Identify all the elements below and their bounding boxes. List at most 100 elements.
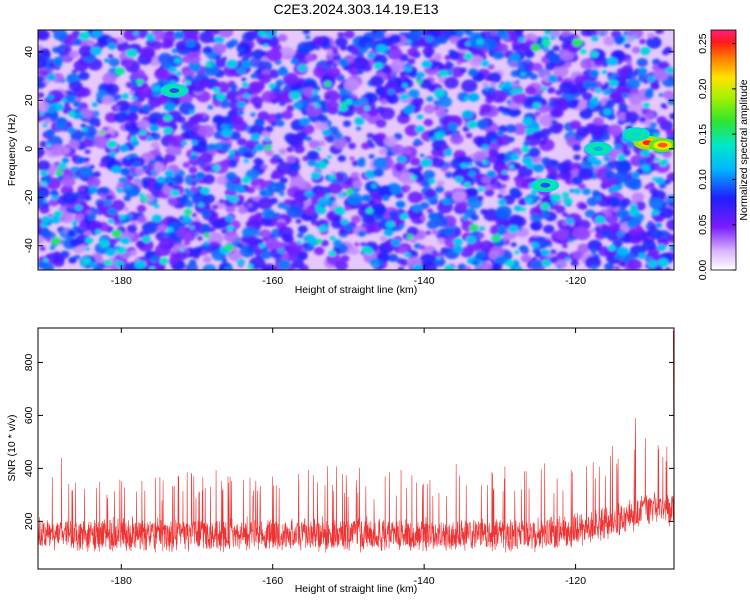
heatmap-cell <box>78 186 86 193</box>
heatmap-cell <box>572 144 582 152</box>
heatmap-cell <box>376 44 387 53</box>
heatmap-cell <box>525 58 531 63</box>
heatmap-cell <box>547 53 561 64</box>
heatmap-cell <box>157 52 173 65</box>
heatmap-cell <box>508 225 519 234</box>
heatmap-cell <box>302 30 310 35</box>
heatmap-cell <box>167 182 174 187</box>
heatmap-cell <box>246 235 260 247</box>
heatmap-cell <box>236 258 246 266</box>
heatmap-cell <box>39 205 50 214</box>
heatmap-cell <box>647 260 658 268</box>
heatmap-cell <box>188 116 200 126</box>
heatmap-cell <box>254 212 264 219</box>
heatmap-cell <box>250 112 256 117</box>
heatmap-cell <box>364 41 374 49</box>
heatmap-cell <box>62 191 78 205</box>
heatmap-cell <box>603 36 615 46</box>
heatmap-cell <box>38 235 45 244</box>
heatmap-cell <box>171 48 178 54</box>
heatmap-cell <box>562 192 570 198</box>
heatmap-cell <box>257 111 270 121</box>
heatmap-cell <box>616 112 628 121</box>
heatmap-cell <box>102 95 114 105</box>
heatmap-cell <box>485 97 494 104</box>
heatmap-cell <box>95 229 102 235</box>
y-tick-label: 0 <box>23 146 35 152</box>
heatmap-cell <box>367 52 376 59</box>
heatmap-cell <box>278 46 295 60</box>
heatmap-cell <box>368 154 375 159</box>
heatmap-cell <box>264 125 274 133</box>
heatmap-cell <box>304 54 315 62</box>
heatmap-cell <box>606 72 613 77</box>
heatmap-cell <box>78 45 95 58</box>
heatmap-cell <box>651 209 660 216</box>
colorbar-gradient <box>711 30 736 270</box>
heatmap-cell <box>47 106 57 114</box>
heatmap-cell <box>449 36 460 44</box>
heatmap-cell <box>426 219 439 230</box>
heatmap-cell <box>496 134 511 146</box>
heatmap-cell <box>297 64 308 72</box>
heatmap-cell <box>290 58 299 65</box>
heatmap-cell <box>534 111 541 117</box>
heatmap-cell <box>574 75 587 86</box>
heatmap-cell <box>333 239 343 247</box>
colorbar-tick-label: 0.05 <box>697 214 709 235</box>
heatmap-cell <box>266 34 273 39</box>
heatmap-cell <box>172 185 179 191</box>
heatmap-cell <box>229 131 241 141</box>
heatmap-cell <box>467 120 478 129</box>
heatmap-cell <box>84 149 91 155</box>
heatmap-cell <box>573 154 581 161</box>
heatmap-cell <box>212 165 221 171</box>
heatmap-cell <box>89 262 98 268</box>
heatmap-cell <box>611 185 620 192</box>
heatmap-cell <box>379 107 395 120</box>
heatmap-cell <box>327 155 332 159</box>
heatmap-cell <box>387 253 399 262</box>
heatmap-cell <box>326 101 341 113</box>
heatmap-cell <box>479 233 485 238</box>
heatmap-cell <box>194 217 200 222</box>
heatmap-cell <box>131 140 140 147</box>
heatmap-cell <box>289 91 301 100</box>
colorbar-tick-label: 0.10 <box>697 169 709 190</box>
heatmap-cell <box>480 60 490 67</box>
heatmap-cell <box>469 224 479 232</box>
heatmap-cell <box>184 80 191 85</box>
heatmap-cell <box>241 77 247 82</box>
heatmap-cell <box>40 170 49 177</box>
heatmap-cell <box>203 241 210 246</box>
heatmap-cell <box>229 195 239 203</box>
heatmap-cell <box>486 170 497 178</box>
heatmap-cell <box>325 193 331 198</box>
heatmap-cell <box>315 206 327 215</box>
heatmap-cell <box>644 91 654 99</box>
heatmap-cell <box>566 218 575 225</box>
heatmap-cell <box>479 103 492 114</box>
heatmap-cell <box>277 202 286 209</box>
heatmap-cell <box>463 30 470 33</box>
heatmap-cell <box>152 91 161 97</box>
heatmap-cell <box>215 55 221 60</box>
heatmap-cell <box>55 61 63 68</box>
heatmap-cell <box>481 144 489 150</box>
heatmap-cell <box>329 236 336 241</box>
heatmap-cell <box>379 235 387 242</box>
y-tick-label: 20 <box>23 94 35 106</box>
heatmap-cell <box>262 208 275 219</box>
heatmap-cell <box>577 167 594 181</box>
heatmap-cell <box>439 250 446 256</box>
heatmap-cell <box>468 170 476 177</box>
heatmap-cell <box>475 250 486 259</box>
heatmap-cell <box>550 193 562 202</box>
heatmap-cell <box>250 133 261 141</box>
heatmap-cell <box>396 166 403 172</box>
heatmap-cell <box>223 265 234 270</box>
heatmap-cell <box>468 68 479 77</box>
heatmap-cell <box>420 215 426 221</box>
heatmap-cell <box>535 132 545 140</box>
heatmap-cell <box>257 197 273 210</box>
